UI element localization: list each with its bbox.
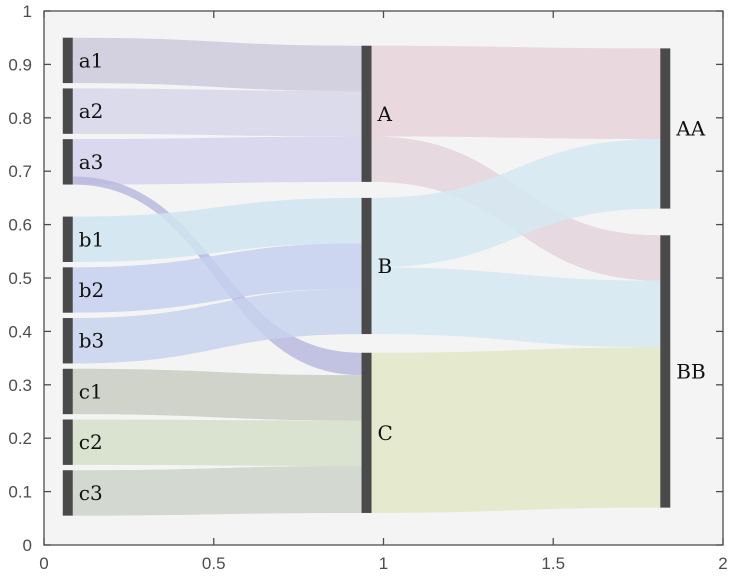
node-c3: [62, 470, 73, 516]
node-a2: [62, 88, 73, 134]
node-B: [361, 197, 372, 335]
node-label-b1: b1: [79, 227, 105, 251]
node-AA: [660, 48, 671, 209]
node-a3: [62, 139, 73, 185]
y-tick-label: 0.2: [8, 429, 32, 448]
node-label-c1: c1: [79, 379, 103, 403]
link-b2-B: [72, 243, 362, 313]
link-A-AA: [371, 45, 661, 140]
y-tick-label: 0.9: [8, 55, 32, 74]
node-b2: [62, 267, 73, 313]
node-label-C: C: [378, 421, 393, 445]
node-label-B: B: [378, 254, 393, 278]
x-tick-label: 1: [379, 554, 388, 573]
link-a2-A: [72, 88, 362, 137]
link-c2-C: [72, 419, 362, 466]
x-tick-label: 0: [39, 554, 48, 573]
labels-layer: a1 a2 a3 b1 b2 b3 c1 c2 c3 A B C AA BB: [79, 48, 706, 505]
axes-layer: 0 0.5 1 1.5 2 0 0.1 0.2 0.3 0.4 0.5 0.6 0.7 0.8 0.9 1: [8, 2, 727, 573]
node-label-c3: c3: [79, 481, 103, 505]
node-label-BB: BB: [676, 359, 705, 383]
link-c1-C: [72, 368, 362, 421]
node-label-b3: b3: [79, 329, 105, 353]
link-a1-A: [72, 37, 362, 92]
x-tick-label: 2: [718, 554, 727, 573]
y-tick-label: 1: [23, 2, 32, 21]
node-c2: [62, 419, 73, 465]
link-B-BB: [371, 267, 661, 348]
x-tick-label: 0.5: [202, 554, 226, 573]
y-tick-label: 0.8: [8, 109, 32, 128]
node-label-b2: b2: [79, 278, 105, 302]
node-label-A: A: [377, 102, 393, 126]
node-b3: [62, 318, 73, 364]
node-b1: [62, 216, 73, 262]
node-label-c2: c2: [79, 430, 103, 454]
node-c1: [62, 368, 73, 415]
node-A: [361, 45, 372, 182]
links-layer: [72, 37, 661, 516]
node-label-AA: AA: [675, 116, 705, 140]
y-tick-label: 0.5: [8, 269, 32, 288]
x-tick-label: 1.5: [541, 554, 565, 573]
y-tick-label: 0.4: [8, 322, 32, 341]
node-label-a3: a3: [79, 150, 104, 174]
link-C-BB: [371, 347, 661, 513]
link-b3-B: [72, 288, 362, 364]
link-B-AA: [371, 139, 661, 268]
node-label-a1: a1: [79, 48, 104, 72]
link-b1-B: [72, 197, 362, 262]
node-C: [361, 352, 372, 513]
link-c3-C: [72, 465, 362, 516]
node-label-a2: a2: [79, 99, 104, 123]
nodes-layer: [62, 37, 671, 516]
node-a1: [62, 37, 73, 84]
y-tick-label: 0.1: [8, 483, 32, 502]
y-tick-label: 0.3: [8, 376, 32, 395]
link-a3-A: [72, 136, 362, 185]
y-tick-label: 0: [23, 536, 32, 555]
node-BB: [660, 235, 671, 508]
y-tick-label: 0.7: [8, 162, 32, 181]
y-tick-label: 0.6: [8, 216, 32, 235]
